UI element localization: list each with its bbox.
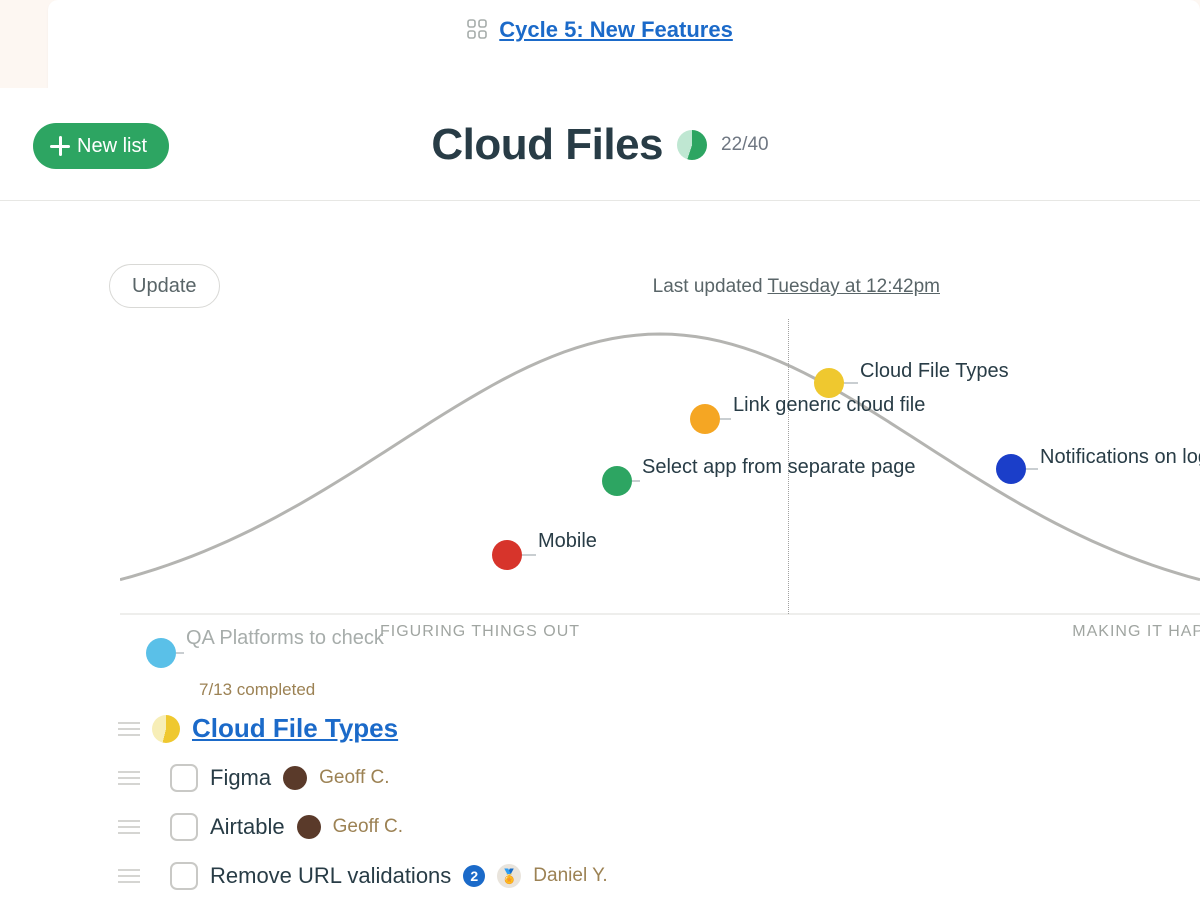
progress-pie-icon — [677, 130, 707, 160]
title-wrap: Cloud Files 22/40 — [0, 120, 1200, 170]
avatar[interactable]: 🏅 — [497, 864, 521, 888]
last-updated: Last updated Tuesday at 12:42pm — [653, 276, 940, 298]
hill-connector — [632, 480, 640, 482]
hill-connector — [720, 418, 731, 420]
task-title[interactable]: Figma — [210, 765, 271, 791]
drag-handle-icon[interactable] — [118, 722, 140, 736]
task-checkbox[interactable] — [170, 813, 198, 841]
drag-handle-icon[interactable] — [118, 869, 140, 883]
drag-handle-icon[interactable] — [118, 820, 140, 834]
hill-dot-label[interactable]: Mobile — [538, 530, 597, 553]
list-title-row: Cloud File Types — [118, 704, 1200, 753]
drag-handle-icon[interactable] — [118, 771, 140, 785]
assignee-name[interactable]: Geoff C. — [333, 816, 403, 838]
avatar[interactable] — [297, 815, 321, 839]
list-progress-pie-icon — [152, 715, 180, 743]
breadcrumb-link[interactable]: Cycle 5: New Features — [499, 17, 733, 42]
top-card — [48, 0, 1200, 88]
hill-dot[interactable] — [690, 404, 720, 434]
progress-count: 22/40 — [721, 134, 769, 156]
task-title[interactable]: Airtable — [210, 814, 285, 840]
completed-count: 7/13 completed — [199, 680, 1200, 700]
hill-connector — [522, 554, 536, 556]
update-button[interactable]: Update — [109, 264, 220, 308]
hill-connector — [1026, 468, 1038, 470]
task-checkbox[interactable] — [170, 764, 198, 792]
task-title[interactable]: Remove URL validations — [210, 863, 451, 889]
grid-icon — [467, 19, 487, 39]
task-row: Figma Geoff C. — [118, 753, 1200, 802]
task-list: 7/13 completed Cloud File Types Figma Geo… — [118, 680, 1200, 900]
hill-dot-label[interactable]: Notifications on login — [1040, 446, 1200, 469]
breadcrumb: Cycle 5: New Features — [0, 17, 1200, 43]
hill-connector — [844, 382, 858, 384]
hill-dot[interactable] — [996, 454, 1026, 484]
assignee-name[interactable]: Daniel Y. — [533, 865, 607, 887]
hill-dot-label[interactable]: Cloud File Types — [860, 360, 1009, 383]
hill-connector — [176, 652, 184, 654]
assignee-name[interactable]: Geoff C. — [319, 767, 389, 789]
page-title: Cloud Files — [431, 120, 663, 170]
avatar[interactable] — [283, 766, 307, 790]
hill-dot[interactable] — [814, 368, 844, 398]
hill-dot-label[interactable]: Select app from separate page — [642, 456, 916, 479]
hill-dot-label[interactable]: QA Platforms to check — [186, 627, 384, 650]
axis-right-label: MAKING IT HAPPEN — [1072, 623, 1200, 641]
last-updated-prefix: Last updated — [653, 276, 768, 297]
task-row: Remove URL validations 2 🏅 Daniel Y. — [118, 851, 1200, 900]
hill-dot[interactable] — [492, 540, 522, 570]
comment-count-badge[interactable]: 2 — [463, 865, 485, 887]
list-title-link[interactable]: Cloud File Types — [192, 713, 398, 744]
axis-left-label: FIGURING THINGS OUT — [380, 623, 580, 641]
task-row: Airtable Geoff C. — [118, 802, 1200, 851]
last-updated-timestamp[interactable]: Tuesday at 12:42pm — [767, 276, 940, 297]
task-checkbox[interactable] — [170, 862, 198, 890]
hill-dot[interactable] — [146, 638, 176, 668]
hill-chart: Update Last updated Tuesday at 12:42pm F… — [100, 252, 1200, 682]
hill-dot[interactable] — [602, 466, 632, 496]
